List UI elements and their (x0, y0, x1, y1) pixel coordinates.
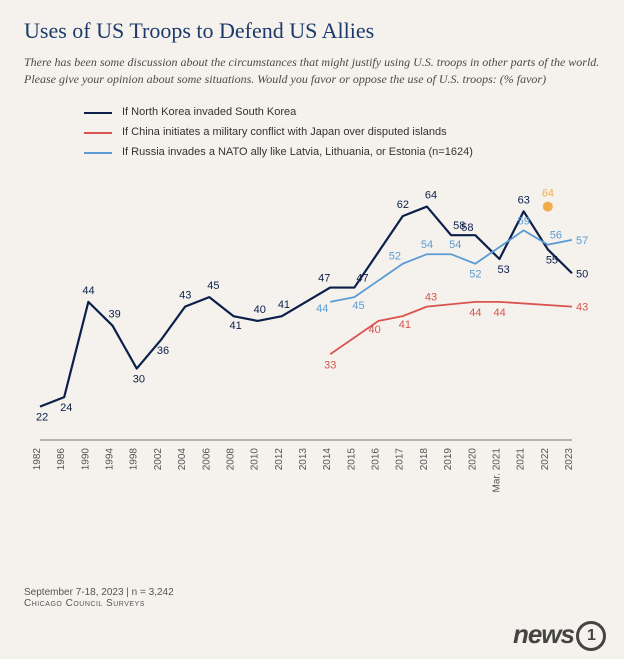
svg-text:55: 55 (546, 254, 558, 266)
svg-text:2020: 2020 (467, 447, 478, 470)
legend-label-russia: If Russia invades a NATO ally like Latvi… (122, 146, 473, 158)
logo-text: news (513, 619, 574, 649)
legend-item-china: If China initiates a military conflict w… (84, 126, 600, 138)
svg-text:2019: 2019 (443, 447, 454, 470)
svg-text:63: 63 (518, 194, 530, 206)
svg-text:52: 52 (469, 268, 481, 280)
svg-text:2014: 2014 (322, 447, 333, 470)
svg-text:45: 45 (207, 280, 219, 292)
svg-text:44: 44 (493, 306, 505, 318)
logo-digit: 1 (576, 621, 606, 651)
svg-text:41: 41 (229, 320, 241, 332)
svg-text:44: 44 (316, 302, 328, 314)
svg-text:2016: 2016 (371, 447, 382, 470)
svg-text:47: 47 (318, 272, 330, 284)
svg-text:2018: 2018 (419, 447, 430, 470)
svg-text:2022: 2022 (540, 447, 551, 470)
svg-text:44: 44 (82, 284, 94, 296)
svg-text:2013: 2013 (298, 447, 309, 470)
svg-text:45: 45 (352, 300, 364, 312)
footer-source: Chicago Council Surveys (24, 598, 174, 609)
chart-svg: 1982 1986 1990 1994 1998 2002 2004 2006 2008 2010… (24, 172, 600, 502)
chart-plot: 1982 1986 1990 1994 1998 2002 2004 2006 2008 2010… (24, 172, 600, 502)
svg-text:1994: 1994 (105, 447, 116, 470)
svg-text:43: 43 (179, 289, 191, 301)
svg-text:1998: 1998 (129, 447, 140, 470)
svg-text:2008: 2008 (225, 447, 236, 470)
svg-text:2002: 2002 (153, 447, 164, 470)
svg-text:64: 64 (542, 187, 554, 199)
svg-text:50: 50 (576, 268, 588, 280)
legend-item-russia: If Russia invades a NATO ally like Latvi… (84, 146, 600, 158)
svg-text:41: 41 (278, 299, 290, 311)
footer-date: September 7-18, 2023 | n = 3,242 (24, 587, 174, 598)
svg-text:44: 44 (469, 306, 481, 318)
svg-text:64: 64 (425, 189, 437, 201)
svg-text:41: 41 (399, 319, 411, 331)
svg-text:2006: 2006 (201, 447, 212, 470)
svg-text:33: 33 (324, 359, 336, 371)
svg-text:1986: 1986 (56, 447, 67, 470)
legend-swatch-nk (84, 112, 112, 114)
chart-title: Uses of US Troops to Defend US Allies (24, 18, 600, 44)
svg-text:36: 36 (157, 345, 169, 357)
svg-text:40: 40 (254, 304, 266, 316)
svg-text:2015: 2015 (346, 447, 357, 470)
legend-item-nk: If North Korea invaded South Korea (84, 106, 600, 118)
svg-text:58: 58 (461, 222, 473, 234)
legend: If North Korea invaded South Korea If Ch… (84, 106, 600, 158)
watermark-logo: news1 (513, 619, 606, 651)
svg-text:62: 62 (397, 199, 409, 211)
legend-swatch-russia (84, 152, 112, 154)
chart-subtitle: There has been some discussion about the… (24, 54, 600, 88)
svg-text:40: 40 (369, 324, 381, 336)
legend-swatch-china (84, 132, 112, 134)
svg-text:1982: 1982 (32, 447, 43, 470)
svg-text:1990: 1990 (80, 447, 91, 470)
chart-footer: September 7-18, 2023 | n = 3,242 Chicago… (24, 587, 174, 609)
svg-text:2012: 2012 (274, 447, 285, 470)
svg-text:53: 53 (497, 264, 509, 276)
svg-text:54: 54 (449, 239, 461, 251)
svg-text:43: 43 (576, 301, 588, 313)
svg-text:57: 57 (576, 235, 588, 247)
svg-text:52: 52 (389, 250, 401, 262)
chart-container: Uses of US Troops to Defend US Allies Th… (0, 0, 624, 659)
svg-text:59: 59 (518, 215, 530, 227)
svg-text:47: 47 (356, 272, 368, 284)
svg-text:Mar. 2021: Mar. 2021 (491, 447, 502, 492)
svg-text:2004: 2004 (177, 447, 188, 470)
svg-text:2021: 2021 (516, 447, 527, 470)
svg-text:43: 43 (425, 291, 437, 303)
svg-text:24: 24 (60, 402, 72, 414)
legend-label-china: If China initiates a military conflict w… (122, 126, 447, 138)
svg-text:54: 54 (421, 239, 433, 251)
svg-text:2023: 2023 (564, 447, 575, 470)
svg-text:30: 30 (133, 373, 145, 385)
legend-label-nk: If North Korea invaded South Korea (122, 106, 296, 118)
svg-text:22: 22 (36, 411, 48, 423)
svg-text:2010: 2010 (250, 447, 261, 470)
svg-text:39: 39 (109, 308, 121, 320)
svg-text:2017: 2017 (395, 447, 406, 470)
svg-text:56: 56 (550, 229, 562, 241)
